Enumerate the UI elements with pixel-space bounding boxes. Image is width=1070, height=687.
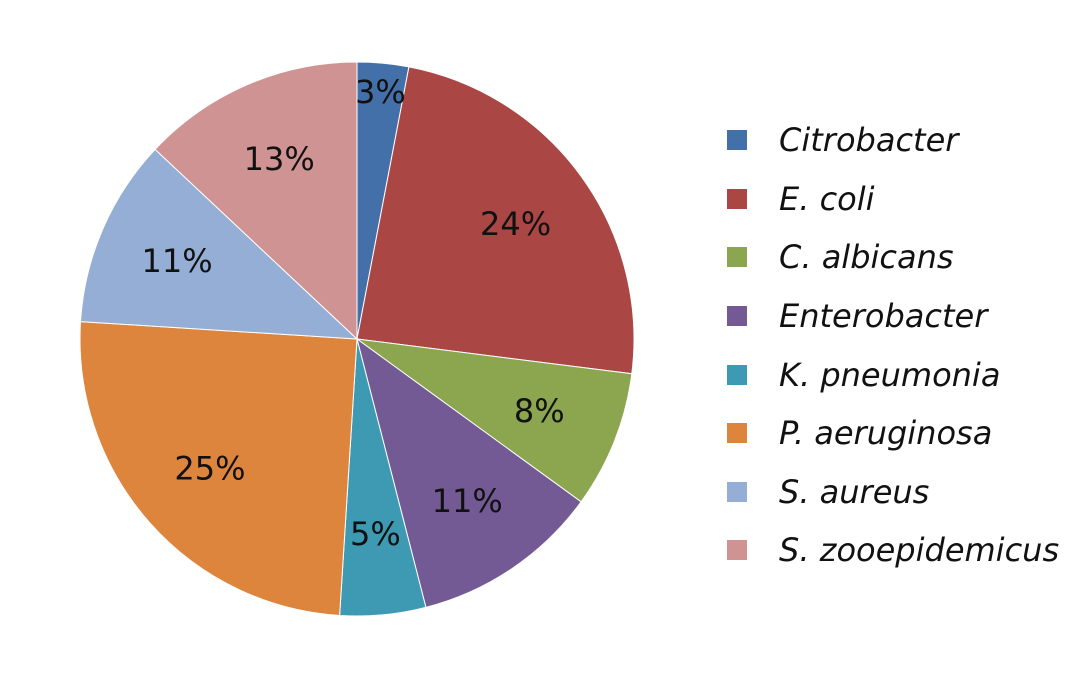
legend-swatch	[727, 540, 747, 561]
legend-item-s-aureus: S. aureus	[727, 463, 1067, 522]
legend-label: P. aeruginosa	[779, 414, 993, 453]
pie-slice-s-zooepidemicus	[154, 61, 358, 341]
pie-slice-enterobacter	[356, 337, 582, 608]
data-label-p-aeruginosa: 25%	[174, 450, 245, 488]
data-label-c-albicans: 8%	[514, 392, 565, 430]
pie-slice-c-albicans	[356, 338, 633, 503]
legend-swatch	[727, 306, 747, 327]
legend-label: S. zooepidemicus	[779, 531, 1060, 570]
legend-swatch	[727, 130, 747, 151]
chart-legend: Citrobacter E. coli C. albicans Enterobacte…	[727, 111, 1067, 580]
legend-swatch	[727, 188, 747, 209]
data-label-citrobacter: 3%	[355, 73, 406, 111]
legend-item-citrobacter: Citrobacter	[727, 111, 1067, 170]
legend-label: C. albicans	[779, 238, 954, 277]
data-label-e-coli: 24%	[480, 205, 551, 243]
legend-item-k-pneumonia: K. pneumonia	[727, 345, 1067, 404]
legend-label: Citrobacter	[779, 121, 959, 160]
legend-label: Enterobacter	[779, 297, 988, 336]
legend-label: K. pneumonia	[779, 355, 1001, 394]
legend-item-c-albicans: C. albicans	[727, 228, 1067, 287]
data-label-k-pneumonia: 5%	[350, 515, 401, 553]
legend-item-p-aeruginosa: P. aeruginosa	[727, 404, 1067, 463]
legend-label: E. coli	[779, 179, 875, 218]
legend-label: S. aureus	[779, 472, 930, 511]
legend-swatch	[727, 364, 747, 385]
data-label-s-zooepidemicus: 13%	[244, 140, 315, 178]
legend-swatch	[727, 481, 747, 502]
pie-slice-s-aureus	[80, 148, 359, 340]
pie-slice-p-aeruginosa	[79, 321, 358, 616]
pie-slices	[79, 61, 635, 617]
legend-swatch	[727, 423, 747, 444]
legend-item-enterobacter: Enterobacter	[727, 287, 1067, 346]
legend-swatch	[727, 247, 747, 268]
data-label-s-aureus: 11%	[142, 242, 213, 280]
pie-data-labels: 3% 24% 8% 11% 5% 25% 11% 13%	[142, 73, 565, 553]
legend-item-e-coli: E. coli	[727, 170, 1067, 229]
data-label-enterobacter: 11%	[432, 482, 503, 520]
legend-item-s-zooepidemicus: S. zooepidemicus	[727, 521, 1067, 580]
pie-slice-e-coli	[356, 66, 635, 375]
